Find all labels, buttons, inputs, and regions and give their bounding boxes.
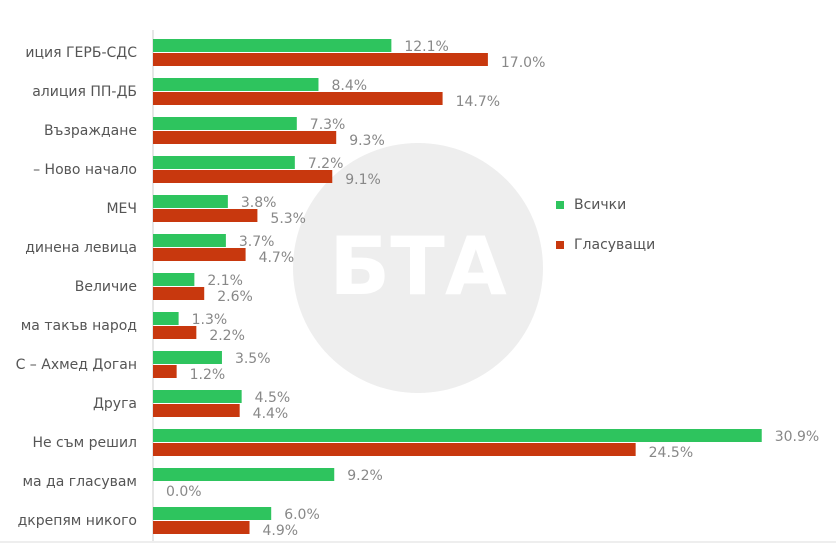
value-label: 9.1% <box>345 172 381 188</box>
category-label: Друга <box>93 396 137 412</box>
category-label: иция ГЕРБ-СДС <box>25 45 137 61</box>
bar <box>153 273 195 286</box>
bar <box>153 92 443 105</box>
bar <box>153 234 226 247</box>
category-label: С – Ахмед Доган <box>16 357 137 373</box>
bar <box>153 287 205 300</box>
value-label: 2.1% <box>207 273 243 289</box>
category-label: Величие <box>75 279 137 295</box>
bar <box>153 39 392 52</box>
bar <box>153 156 295 169</box>
value-label: 4.9% <box>263 523 299 539</box>
value-label: 3.7% <box>239 234 275 250</box>
bar <box>153 195 228 208</box>
category-label: дкрепям никого <box>18 513 137 529</box>
watermark: БТА <box>329 220 507 313</box>
watermark-circle <box>293 143 543 393</box>
category-label: алиция ПП-ДБ <box>32 84 137 100</box>
value-label: 14.7% <box>456 94 500 110</box>
bar <box>153 468 335 481</box>
value-label: 30.9% <box>775 429 819 445</box>
value-label: 7.3% <box>310 117 346 133</box>
bar <box>153 312 179 325</box>
bar <box>153 351 222 364</box>
value-label: 4.4% <box>253 406 289 422</box>
bar <box>153 78 319 91</box>
bar <box>153 521 250 534</box>
bar <box>153 117 297 130</box>
value-label: 3.5% <box>235 351 271 367</box>
value-label: 4.5% <box>255 390 291 406</box>
bar <box>153 404 240 417</box>
category-label: МЕЧ <box>106 201 137 217</box>
category-label: Възраждане <box>44 123 137 139</box>
bar <box>153 443 636 456</box>
value-label: 7.2% <box>308 156 344 172</box>
value-label: 12.1% <box>404 39 448 55</box>
legend-swatch <box>556 201 564 209</box>
value-label: 17.0% <box>501 55 545 71</box>
value-label: 1.3% <box>192 312 228 328</box>
value-label: 6.0% <box>284 507 320 523</box>
value-label: 5.3% <box>270 211 306 227</box>
value-label: 1.2% <box>190 367 226 383</box>
value-label: 9.3% <box>349 133 385 149</box>
bar <box>153 209 258 222</box>
category-label: ма такъв народ <box>21 318 137 334</box>
bar <box>153 131 337 144</box>
bar <box>153 170 333 183</box>
value-label: 3.8% <box>241 195 277 211</box>
bar <box>153 53 488 66</box>
value-label: 8.4% <box>331 78 367 94</box>
category-label: Не съм решил <box>32 435 137 451</box>
category-label: ма да гласувам <box>22 474 137 490</box>
value-label: 9.2% <box>347 468 383 484</box>
value-label: 0.0% <box>166 484 202 500</box>
legend-label: Гласуващи <box>574 237 655 253</box>
value-label: 4.7% <box>259 250 295 266</box>
value-label: 24.5% <box>649 445 693 461</box>
bar <box>153 390 242 403</box>
legend-swatch <box>556 241 564 249</box>
value-label: 2.2% <box>209 328 245 344</box>
category-label: динена левица <box>25 240 137 256</box>
category-label: – Ново начало <box>33 162 137 178</box>
bar <box>153 365 177 378</box>
bar <box>153 429 762 442</box>
bar <box>153 507 272 520</box>
bar <box>153 326 197 339</box>
value-label: 2.6% <box>217 289 253 305</box>
legend-label: Всички <box>574 197 626 213</box>
bar <box>153 248 246 261</box>
